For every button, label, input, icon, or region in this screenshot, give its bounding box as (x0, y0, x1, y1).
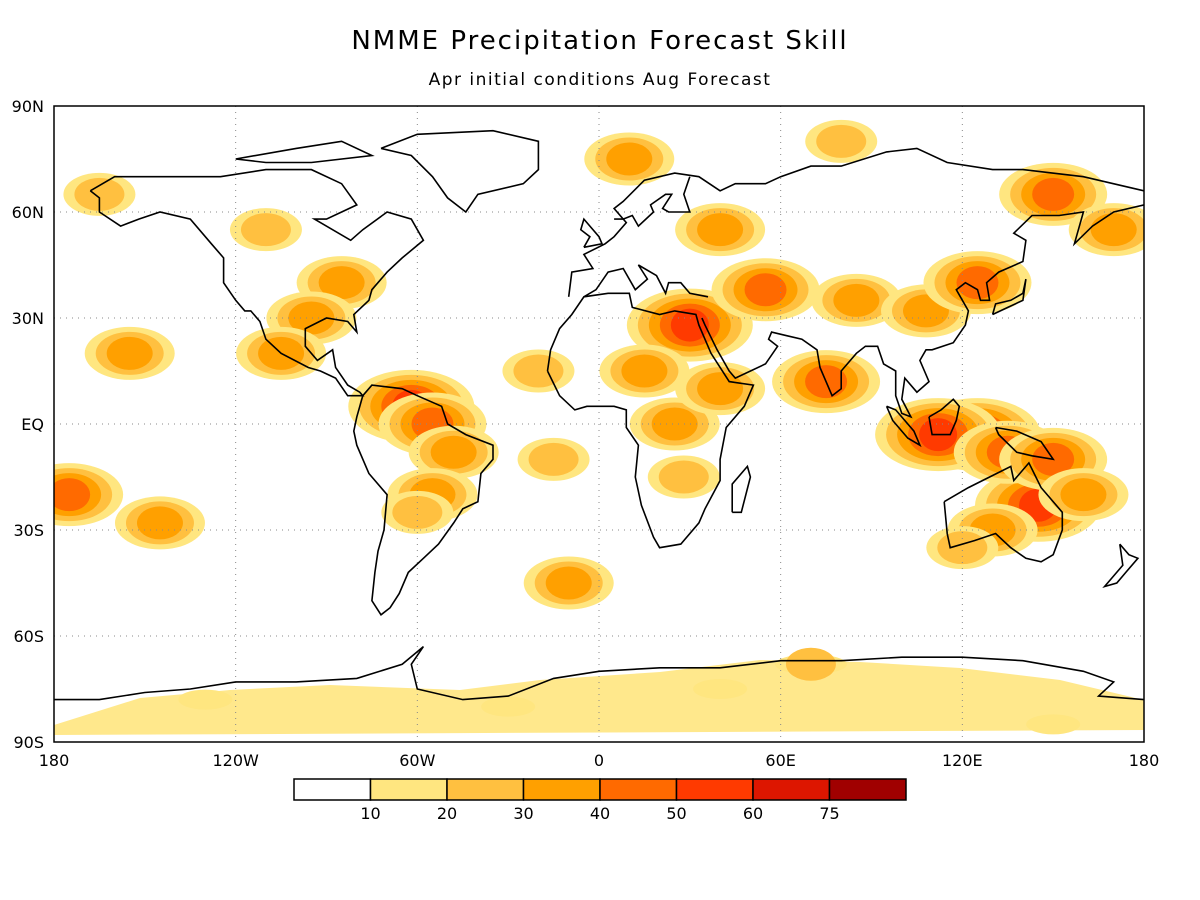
skill-blob-35-level-3 (545, 566, 592, 600)
colorbar-label: 50 (666, 804, 686, 823)
skill-blob-17-level-3 (697, 372, 744, 406)
skill-blob-32-level-3 (136, 506, 183, 540)
lat-tick-label: 60N (12, 203, 44, 222)
coastline-africa (546, 292, 755, 549)
map-frame (53, 105, 1145, 743)
coastline-new-zealand (1102, 543, 1140, 589)
colorbar-swatch (828, 778, 907, 801)
skill-blob-37-level-2 (816, 124, 867, 158)
antarctic-skill-band (54, 660, 1144, 735)
coastline-australia (943, 461, 1064, 563)
lon-tick-label: 180 (39, 751, 70, 770)
skill-blob-36-level-3 (606, 142, 653, 176)
latitude-labels: 90N 60N 30N EQ 30S 60S 90S (12, 97, 44, 752)
skill-blob-7-level-2 (937, 531, 988, 565)
colorbar-label: 30 (513, 804, 533, 823)
lon-tick-label: 180 (1129, 751, 1160, 770)
skill-blob-29-level-2 (74, 177, 125, 211)
colorbar-swatch (675, 778, 754, 801)
graticule (54, 106, 1144, 742)
skill-blob-24-level-3 (697, 213, 744, 247)
skill-blob-40-level-1 (693, 679, 748, 699)
coastline-madagascar (731, 464, 752, 514)
lat-tick-label: 90N (12, 97, 44, 116)
skill-blob-19-level-3 (833, 283, 880, 317)
coastline-sumatra (885, 405, 922, 448)
coastline-north-america (89, 168, 425, 397)
colorbar-swatch (446, 778, 525, 801)
skill-blob-31-level-3 (106, 336, 153, 370)
skill-blob-10-level-3 (430, 435, 477, 469)
coastline-mediterranean-north (583, 264, 709, 298)
skill-blob-22-level-4 (1032, 177, 1075, 211)
skill-blob-34-level-2 (528, 442, 579, 476)
colorbar-label: 60 (743, 804, 763, 823)
skill-blob-26-level-3 (288, 301, 335, 335)
coastline-eurasia (567, 147, 1144, 297)
skill-blob-30-level-4 (54, 478, 91, 512)
skill-blob-43-level-2 (785, 647, 836, 681)
lon-tick-label: 0 (594, 751, 604, 770)
skill-blob-38-level-3 (1090, 213, 1137, 247)
map-subtitle: Apr initial conditions Aug Forecast (428, 70, 772, 90)
colorbar-swatch (599, 778, 678, 801)
colorbar-label: 10 (360, 804, 380, 823)
longitude-labels: 180 120W 60W 0 60E 120E 180 (39, 751, 1160, 770)
colorbar-label: 40 (590, 804, 610, 823)
lon-tick-label: 60W (399, 751, 435, 770)
skill-blob-33-level-2 (513, 354, 564, 388)
colorbar: 10 20 30 40 50 60 75 (293, 778, 907, 823)
skill-blob-15-level-3 (651, 407, 698, 441)
lat-tick-label: EQ (21, 415, 44, 434)
skill-blob-5-level-3 (1060, 478, 1107, 512)
lon-tick-label: 120W (212, 751, 259, 770)
skill-blob-23-level-4 (744, 273, 787, 307)
coastline-uk (579, 217, 604, 249)
lon-tick-label: 60E (765, 751, 795, 770)
skill-blob-25-level-3 (318, 266, 365, 300)
coastlines (54, 129, 1144, 701)
skill-blob-39-level-1 (481, 696, 536, 717)
skill-blob-42-level-1 (178, 689, 233, 710)
lat-tick-label: 60S (13, 627, 44, 646)
coastline-greenland (380, 129, 540, 214)
colorbar-swatch (293, 778, 372, 801)
colorbar-swatch (369, 778, 448, 801)
lat-tick-label: 30N (12, 309, 44, 328)
coastline-antarctica (54, 645, 1144, 701)
coastline-eurasia-south (701, 204, 1144, 419)
colorbar-swatch (752, 778, 831, 801)
skill-blob-21-level-4 (956, 266, 999, 300)
coastline-new-guinea (994, 426, 1055, 461)
lat-tick-label: 90S (13, 733, 44, 752)
skill-blob-14-level-3 (621, 354, 668, 388)
coastline-scandinavia (614, 176, 691, 228)
colorbar-label: 20 (437, 804, 457, 823)
skill-blob-41-level-1 (1026, 714, 1081, 735)
colorbar-swatch (522, 778, 601, 801)
lon-tick-label: 120E (942, 751, 983, 770)
coastline-borneo (928, 398, 961, 436)
skill-blob-28-level-2 (240, 213, 291, 247)
skill-blob-12-level-2 (392, 495, 443, 529)
map-title: NMME Precipitation Forecast Skill (351, 26, 849, 56)
coastline-south-america (352, 384, 494, 616)
coastline-hudson-islands (235, 140, 375, 164)
lat-tick-label: 30S (13, 521, 44, 540)
coastline-japan (991, 278, 1027, 316)
skill-blob-16-level-2 (658, 460, 709, 494)
colorbar-label: 75 (819, 804, 839, 823)
skill-blob-13-level-5 (670, 308, 709, 342)
